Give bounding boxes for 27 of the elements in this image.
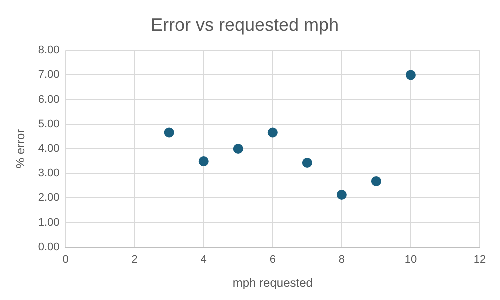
point: [371, 176, 382, 186]
y-tick-label: 1.00: [38, 216, 60, 229]
x-tick-label: 10: [404, 254, 418, 266]
point: [336, 190, 347, 200]
point: [406, 70, 416, 80]
point: [302, 158, 312, 168]
x-tick-label: 4: [200, 254, 207, 266]
x-tick-label: 0: [62, 254, 69, 266]
point: [164, 128, 174, 138]
y-tick-label: 5.00: [38, 118, 60, 130]
x-tick-label: 2: [132, 254, 138, 266]
y-axis-title: % error: [14, 129, 28, 169]
x-axis-title: mph requested: [232, 276, 313, 290]
x-tick-label: 6: [270, 254, 276, 266]
y-tick-label: 2.00: [38, 192, 60, 204]
x-tick-label: 12: [474, 254, 486, 266]
y-tick-label: 7.00: [38, 69, 60, 82]
y-tick-label: 3.00: [38, 168, 60, 180]
y-tick-label: 4.00: [38, 143, 60, 156]
point: [268, 128, 278, 138]
y-tick-label: 6.00: [38, 94, 60, 106]
point: [198, 156, 209, 167]
y-tick-label: 0.00: [38, 241, 60, 254]
point: [233, 144, 244, 154]
x-tick-label: 8: [338, 254, 345, 266]
chart-title: Error vs requested mph: [150, 14, 340, 35]
y-tick-label: 8.00: [38, 44, 60, 57]
